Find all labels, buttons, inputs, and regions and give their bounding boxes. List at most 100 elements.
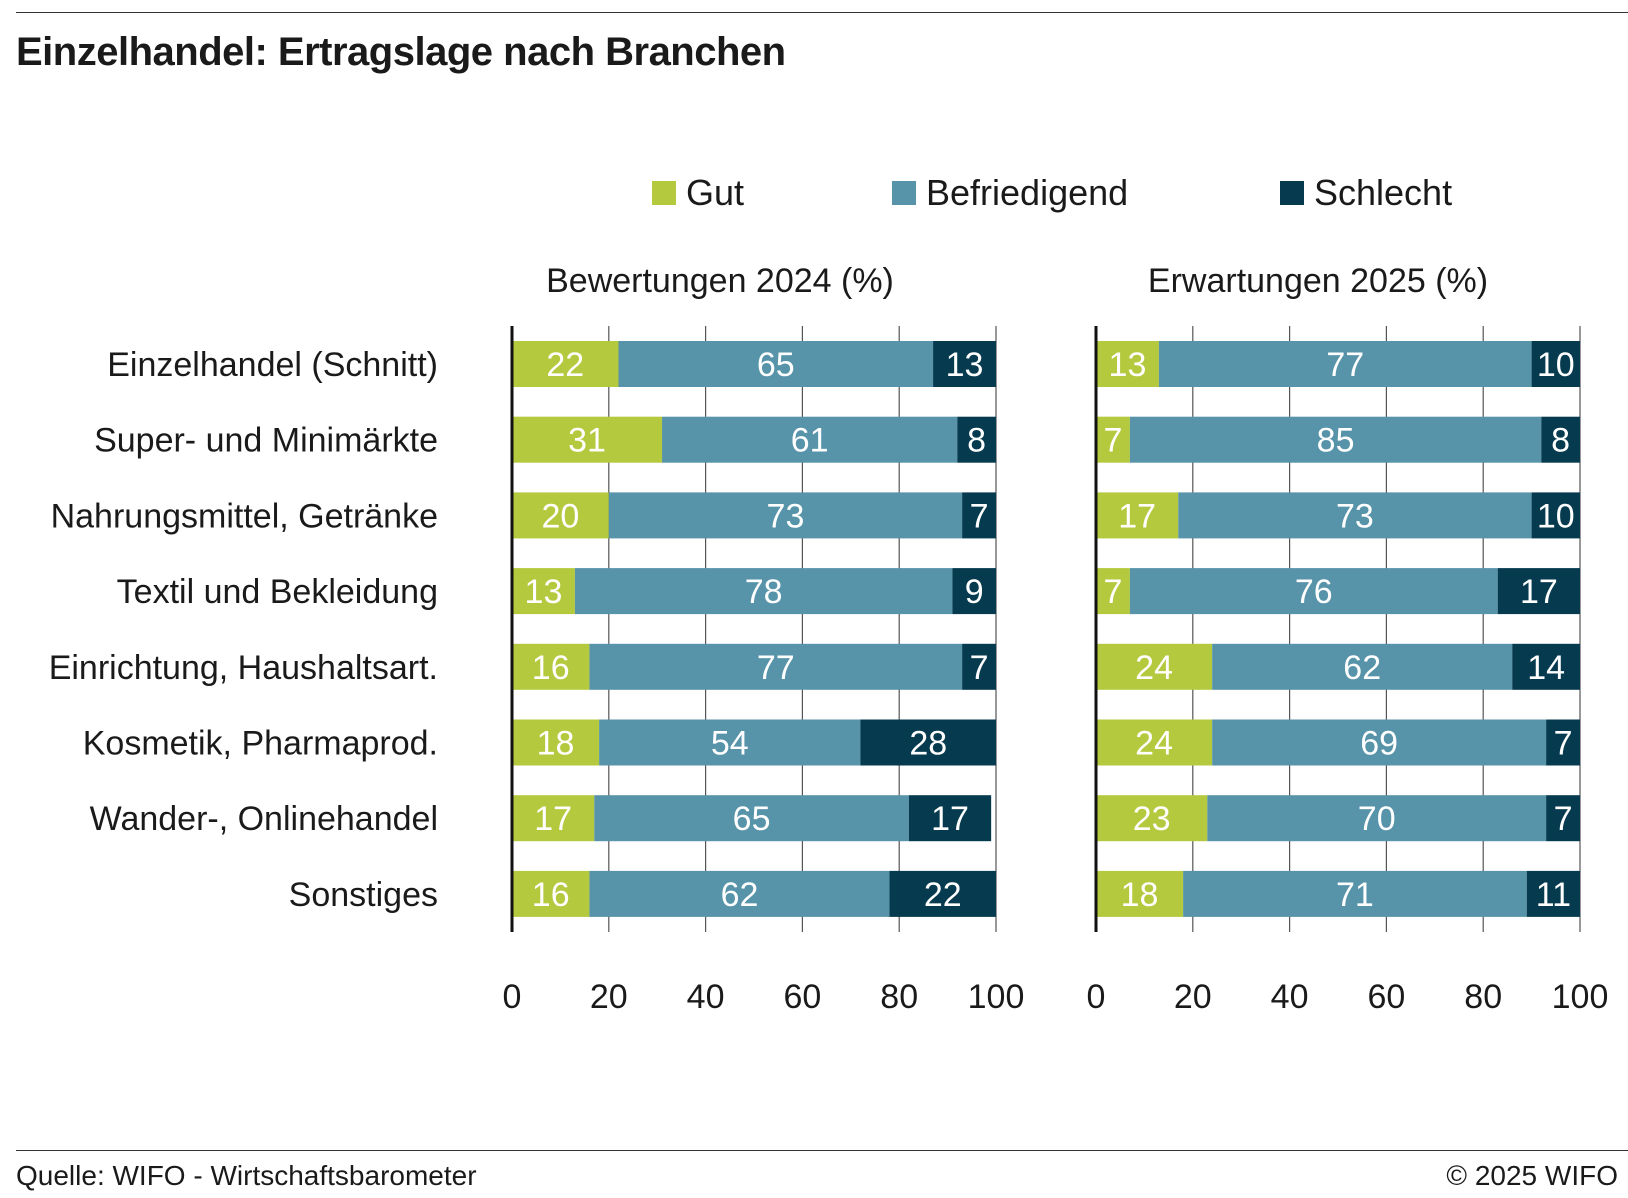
data-label: 85: [1317, 422, 1355, 460]
x-tick-label: 80: [880, 978, 918, 1016]
x-tick-label: 20: [1174, 978, 1212, 1016]
bar-segment-gut: [1096, 492, 1179, 539]
bar-segment-befriedigend: [1212, 719, 1547, 766]
data-label: 73: [1336, 497, 1374, 535]
data-label: 65: [757, 346, 795, 384]
bar-segment-schlecht: [860, 719, 996, 766]
legend-swatch-schlecht: [1280, 181, 1304, 205]
bottom-rule: [16, 1150, 1628, 1151]
data-label: 10: [1537, 346, 1575, 384]
data-label: 62: [721, 876, 759, 914]
x-tick-label: 40: [1271, 978, 1309, 1016]
legend-swatch-gut: [652, 181, 676, 205]
data-label: 76: [1295, 573, 1333, 611]
bar-segment-gut: [1096, 643, 1213, 690]
bar-segment-schlecht: [1546, 719, 1580, 766]
data-label: 70: [1358, 800, 1396, 838]
bar-segment-befriedigend: [1207, 795, 1547, 842]
bar-segment-befriedigend: [589, 870, 890, 917]
bar-segment-gut: [1096, 795, 1208, 842]
data-label: 13: [946, 346, 984, 384]
bar-segment-schlecht: [1526, 870, 1580, 917]
x-tick-label: 40: [687, 978, 725, 1016]
bar-segment-befriedigend: [1212, 643, 1513, 690]
legend-item-gut: Gut: [652, 172, 744, 214]
data-label: 9: [965, 573, 984, 611]
bar-segment-befriedigend: [618, 341, 934, 387]
data-label: 13: [525, 573, 563, 611]
data-label: 10: [1537, 497, 1575, 535]
data-label: 7: [1554, 800, 1573, 838]
data-label: 61: [791, 422, 829, 460]
data-label: 71: [1336, 876, 1374, 914]
data-label: 7: [1554, 725, 1573, 763]
chart-title: Einzelhandel: Ertragslage nach Branchen: [16, 30, 786, 74]
legend-label-gut: Gut: [686, 172, 745, 213]
data-label: 7: [1103, 573, 1122, 611]
panel-title: Erwartungen 2025 (%): [1148, 262, 1488, 300]
bar-segment-gut: [1096, 341, 1159, 387]
x-tick-label: 0: [1087, 978, 1106, 1016]
data-label: 18: [537, 725, 575, 763]
data-label: 31: [568, 422, 606, 460]
bar-segment-schlecht: [962, 492, 996, 539]
data-label: 24: [1135, 649, 1173, 687]
legend-swatch-befriedigend: [892, 181, 916, 205]
data-label: 24: [1135, 725, 1173, 763]
category-label: Einzelhandel (Schnitt): [107, 346, 438, 384]
copyright-note: © 2025 WIFO: [1446, 1160, 1618, 1191]
bar-segment-schlecht: [889, 870, 996, 917]
x-tick-label: 60: [783, 978, 821, 1016]
bar-segment-befriedigend: [1158, 341, 1532, 387]
source-note: Quelle: WIFO - Wirtschaftsbarometer: [16, 1160, 477, 1191]
legend-label-befriedigend: Befriedigend: [926, 172, 1129, 213]
bar-segment-befriedigend: [589, 643, 963, 690]
data-label: 62: [1343, 649, 1381, 687]
data-label: 8: [967, 422, 986, 460]
bar-segment-schlecht: [1512, 643, 1580, 690]
bar-segment-schlecht: [933, 341, 996, 387]
data-label: 7: [970, 649, 989, 687]
data-label: 16: [532, 876, 570, 914]
legend: Gut Befriedigend Schlecht: [0, 172, 1628, 214]
bar-segment-gut: [512, 870, 590, 917]
x-tick-label: 0: [503, 978, 522, 1016]
data-label: 78: [745, 573, 783, 611]
data-label: 7: [970, 497, 989, 535]
bar-segment-befriedigend: [608, 492, 963, 539]
top-rule: [16, 12, 1628, 13]
category-label: Wander-, Onlinehandel: [90, 800, 438, 838]
bar-segment-schlecht: [952, 568, 996, 615]
category-label: Textil und Bekleidung: [117, 573, 438, 611]
bar-segment-befriedigend: [662, 416, 958, 463]
bar-segment-befriedigend: [574, 568, 953, 615]
x-tick-label: 20: [590, 978, 628, 1016]
data-label: 17: [1520, 573, 1558, 611]
x-tick-label: 60: [1367, 978, 1405, 1016]
bar-segment-befriedigend: [1129, 416, 1542, 463]
bar-segment-gut: [512, 643, 590, 690]
category-label: Kosmetik, Pharmaprod.: [83, 725, 438, 763]
legend-label-schlecht: Schlecht: [1314, 172, 1453, 213]
data-label: 54: [711, 725, 749, 763]
bar-segment-gut: [1096, 568, 1130, 615]
data-label: 77: [757, 649, 795, 687]
bar-segment-schlecht: [1531, 341, 1580, 387]
bar-segment-gut: [1096, 870, 1184, 917]
data-label: 17: [931, 800, 969, 838]
bar-segment-schlecht: [1497, 568, 1580, 615]
legend-item-befriedigend: Befriedigend: [892, 172, 1128, 214]
data-label: 7: [1103, 422, 1122, 460]
data-label: 11: [1536, 876, 1571, 914]
bar-segment-schlecht: [962, 643, 996, 690]
bar-segment-befriedigend: [1178, 492, 1532, 539]
bar-segment-gut: [512, 719, 600, 766]
data-label: 28: [909, 725, 947, 763]
bar-segment-gut: [512, 341, 619, 387]
data-label: 16: [532, 649, 570, 687]
category-label: Super- und Minimärkte: [94, 422, 438, 460]
data-label: 13: [1109, 346, 1147, 384]
bar-segment-befriedigend: [599, 719, 861, 766]
x-tick-label: 100: [1552, 978, 1609, 1016]
